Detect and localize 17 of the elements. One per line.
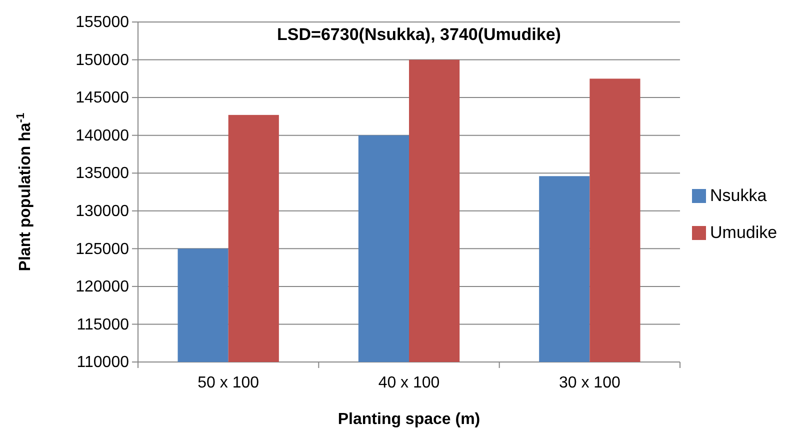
y-tick-label: 145000 <box>76 90 130 107</box>
y-tick-label: 120000 <box>76 278 130 296</box>
legend-label: Umudike <box>710 223 778 242</box>
x-tick-label: 30 x 100 <box>558 374 620 392</box>
x-tick-label: 40 x 100 <box>378 374 440 392</box>
y-tick-label: 130000 <box>76 203 130 220</box>
x-tick-label: 50 x 100 <box>198 374 260 392</box>
y-tick-label: 155000 <box>76 14 130 32</box>
y-tick-label: 115000 <box>76 316 130 334</box>
y-tick-label: 125000 <box>76 240 130 258</box>
y-tick-label: 110000 <box>76 354 130 372</box>
y-tick-label: 150000 <box>76 52 130 69</box>
y-tick-label: 135000 <box>76 165 130 182</box>
chart-title: LSD=6730(Nsukka), 3740(Umudike) <box>277 25 561 44</box>
legend-label: Nsukka <box>710 186 768 205</box>
y-tick-label: 140000 <box>76 127 130 144</box>
x-axis-title: Planting space (m) <box>338 411 480 428</box>
